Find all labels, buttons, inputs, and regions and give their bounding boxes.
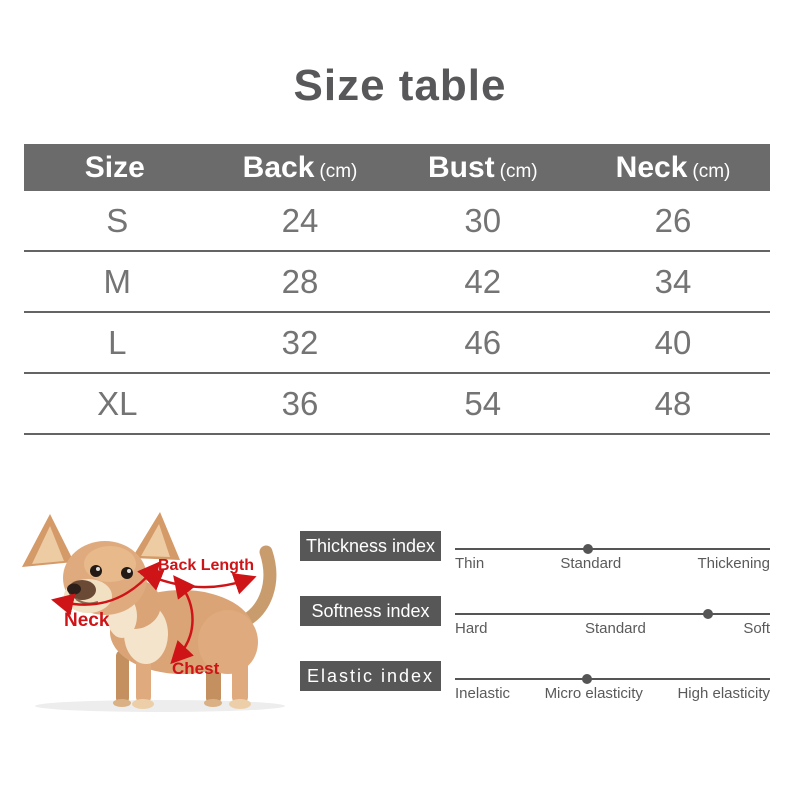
level-standard: Standard — [560, 555, 622, 572]
table-row-s: S 24 30 26 — [24, 191, 770, 252]
level-micro-elasticity: Micro elasticity — [544, 685, 643, 702]
cell-neck: 26 — [654, 201, 692, 239]
thickness-index-label: Thickness index — [300, 531, 441, 561]
neck-arrow — [51, 561, 161, 616]
cell-back: 28 — [281, 262, 319, 300]
measurement-guide: Back Length Neck Chest — [10, 510, 300, 715]
dog-eye — [90, 565, 102, 577]
column-header-bust: Bust (cm) — [390, 151, 577, 185]
cell-neck: 48 — [654, 384, 692, 422]
cell-size: S — [106, 201, 129, 239]
cell-bust: 46 — [464, 323, 502, 361]
softness-index-label: Softness index — [300, 596, 441, 626]
size-table: Size Back (cm) Bust (cm) Neck (cm) S 24 30 … — [24, 144, 770, 435]
cell-neck: 34 — [654, 262, 692, 300]
table-row-l: L 32 46 40 — [24, 313, 770, 374]
column-header-neck-label: Neck — [615, 150, 688, 184]
level-high-elasticity: High elasticity — [677, 685, 770, 702]
column-header-size: Size — [24, 151, 211, 185]
softness-scale-labels: Hard Standard Soft — [455, 620, 770, 637]
table-row-xl: XL 36 54 48 — [24, 374, 770, 435]
level-inelastic: Inelastic — [455, 685, 511, 702]
elastic-scale-labels: Inelastic Micro elasticity High elastici… — [455, 685, 770, 702]
level-hard: Hard — [455, 620, 488, 637]
size-table-header-row: Size Back (cm) Bust (cm) Neck (cm) — [24, 144, 770, 191]
softness-indicator-dot — [702, 609, 713, 619]
column-header-size-label: Size — [84, 150, 145, 184]
column-header-back-unit: (cm) — [319, 160, 358, 182]
column-header-neck-unit: (cm) — [692, 160, 731, 182]
elastic-index-label: Elastic index — [300, 661, 441, 691]
cell-neck: 40 — [654, 323, 692, 361]
scale-line — [455, 548, 770, 550]
cell-back: 32 — [281, 323, 319, 361]
elastic-index-scale: Inelastic Micro elasticity High elastici… — [455, 668, 770, 714]
chest-label: Chest — [172, 659, 220, 678]
column-header-neck: Neck (cm) — [576, 151, 770, 185]
scale-line — [455, 678, 770, 680]
thickness-index-scale: Thin Standard Thickening — [455, 538, 770, 584]
ground-shadow — [35, 700, 285, 712]
softness-index-scale: Hard Standard Soft — [455, 603, 770, 649]
thickness-indicator-dot — [582, 544, 593, 554]
cell-bust: 30 — [464, 201, 502, 239]
cell-back: 24 — [281, 201, 319, 239]
column-header-bust-unit: (cm) — [499, 160, 538, 182]
elastic-indicator-dot — [581, 674, 592, 684]
level-thickening: Thickening — [697, 555, 770, 572]
scale-line — [455, 613, 770, 615]
table-row-m: M 28 42 34 — [24, 252, 770, 313]
cell-bust: 54 — [464, 384, 502, 422]
thickness-scale-labels: Thin Standard Thickening — [455, 555, 770, 572]
level-standard: Standard — [584, 620, 646, 637]
back-length-label: Back Length — [158, 557, 255, 574]
neck-label: Neck — [64, 610, 110, 631]
column-header-back-label: Back — [242, 150, 315, 184]
cell-size: L — [108, 323, 127, 361]
column-header-back: Back (cm) — [211, 151, 390, 185]
page-title: Size table — [293, 61, 507, 110]
dog-eye — [121, 567, 133, 579]
chest-arrow — [170, 575, 196, 665]
level-soft: Soft — [743, 620, 770, 637]
dog-nose — [67, 583, 81, 595]
cell-size: M — [103, 262, 132, 300]
cell-size: XL — [97, 384, 138, 422]
column-header-bust-label: Bust — [427, 150, 495, 184]
back-length-arrow — [139, 569, 257, 595]
level-thin: Thin — [455, 555, 485, 572]
dog-illustration — [22, 512, 285, 712]
cell-bust: 42 — [464, 262, 502, 300]
cell-back: 36 — [281, 384, 319, 422]
